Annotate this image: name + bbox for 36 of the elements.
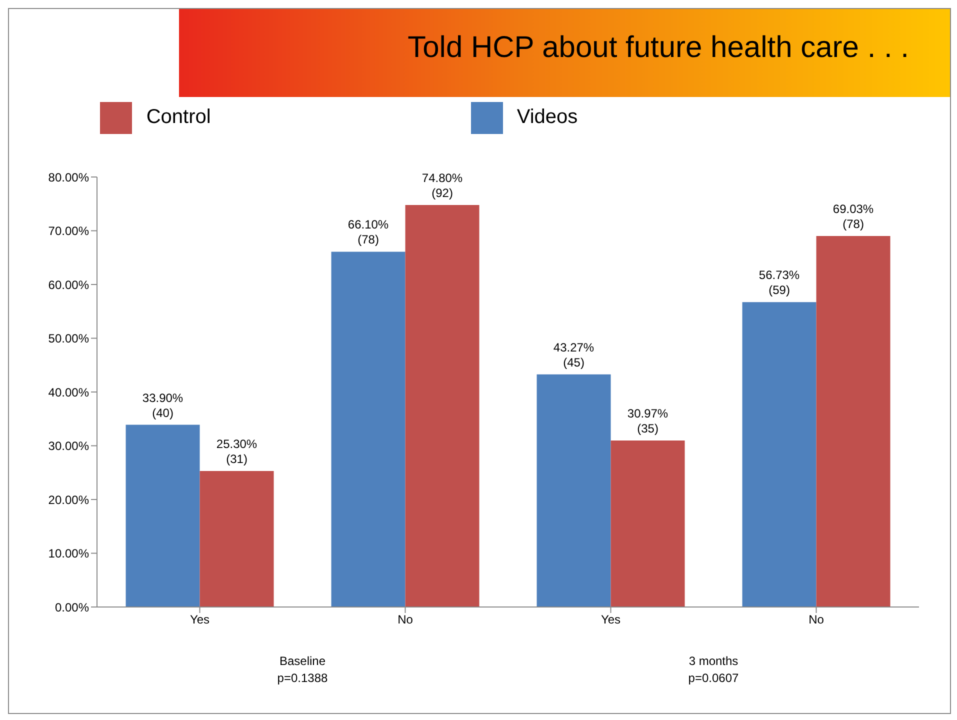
bar bbox=[405, 204, 480, 607]
chart-title: Told HCP about future health care . . . bbox=[406, 31, 909, 65]
bar bbox=[816, 236, 890, 607]
data-label: 66.10% (78) bbox=[348, 218, 389, 247]
data-label: 69.03% (78) bbox=[832, 202, 874, 231]
x-tick-label: No bbox=[398, 612, 414, 627]
x-tick-label: Yes bbox=[190, 612, 210, 627]
data-label: 25.30% (31) bbox=[216, 437, 258, 466]
data-label: 33.90% (40) bbox=[142, 390, 184, 420]
legend-label: Control bbox=[146, 106, 211, 128]
text: 3 months bbox=[688, 653, 740, 670]
y-tick-label: 60.00% bbox=[48, 278, 90, 292]
y-tick-label: 50.00% bbox=[48, 332, 90, 346]
y-tick-label: 10.00% bbox=[48, 546, 90, 561]
data-label: 56.73% (59) bbox=[758, 268, 800, 298]
bar bbox=[610, 440, 685, 607]
y-tick-label: 70.00% bbox=[48, 224, 90, 238]
data-label: 74.80% (92) bbox=[422, 170, 463, 200]
bar bbox=[331, 252, 406, 607]
legend-label: Videos bbox=[516, 106, 578, 128]
y-tick-label: 80.00% bbox=[48, 170, 90, 184]
data-label: 30.97% (35) bbox=[627, 406, 668, 436]
y-tick-label: 0.00% bbox=[54, 600, 90, 614]
x-tick-label: Yes bbox=[600, 612, 621, 627]
y-tick-label: 30.00% bbox=[48, 439, 90, 454]
x-tick-label: No bbox=[808, 612, 824, 627]
y-tick-label: 40.00% bbox=[48, 385, 90, 400]
data-label: 43.27% (45) bbox=[553, 340, 594, 370]
text: p=0.1388 bbox=[276, 670, 329, 687]
bar bbox=[742, 302, 816, 607]
text: Baseline bbox=[278, 653, 327, 670]
bar bbox=[126, 424, 200, 607]
bar bbox=[536, 374, 611, 607]
text: p=0.0607 bbox=[687, 670, 740, 687]
bar bbox=[200, 471, 274, 607]
y-tick-label: 20.00% bbox=[48, 492, 90, 507]
